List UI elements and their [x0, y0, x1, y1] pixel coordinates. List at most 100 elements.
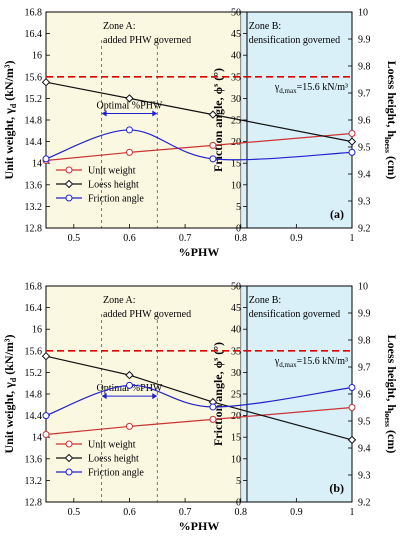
left-tick-label: 14	[32, 159, 42, 170]
left-tick-label: 14.8	[25, 390, 43, 401]
series-unit-weight	[42, 404, 356, 438]
left-tick-label: 14	[32, 433, 42, 444]
mid-tick-label: 0	[236, 224, 241, 235]
legend-item: Friction angle	[56, 468, 144, 479]
zone-b-region	[240, 12, 352, 228]
legend-item: Loess height	[56, 454, 139, 465]
mid-tick-label: 50	[231, 8, 241, 19]
right-tick-label: 9.6	[358, 116, 371, 127]
right-tick-label: 9.9	[358, 309, 371, 320]
legend-marker	[65, 440, 73, 448]
legend-item: Unit weight	[56, 166, 136, 177]
left-tick-label: 13.6	[25, 180, 43, 191]
right-tick-label: 9.2	[358, 224, 371, 235]
x-tick-label: 0.5	[68, 507, 81, 518]
left-tick-label: 15.2	[25, 94, 43, 105]
left-tick-label: 16.4	[25, 303, 43, 314]
left-tick-label: 16.8	[25, 282, 43, 293]
series-line	[45, 406, 353, 436]
legend-item: Unit weight	[56, 440, 136, 451]
data-point	[125, 422, 133, 430]
left-tick-label: 14.8	[25, 116, 43, 127]
series-friction-angle	[42, 381, 356, 420]
data-point	[125, 148, 133, 156]
mid-tick-label: 20	[231, 411, 241, 422]
zone-a-description: added PHW governed	[103, 309, 191, 320]
right-tick-label: 10	[358, 282, 368, 293]
data-point	[208, 110, 218, 119]
mid-tick-label: 25	[231, 116, 241, 127]
legend-marker	[65, 166, 73, 174]
series-friction-angle	[42, 126, 356, 163]
x-tick-label: 1	[350, 507, 355, 518]
right-tick-label: 9.5	[358, 417, 371, 428]
right-tick-label: 9.4	[358, 170, 371, 181]
left-tick-label: 15.6	[25, 346, 43, 357]
left-tick-label: 12.8	[25, 498, 43, 509]
mid-tick-label: 0	[236, 498, 241, 509]
left-tick-label: 13.6	[25, 454, 43, 465]
data-point	[209, 403, 217, 411]
right-tick-label: 9.3	[358, 471, 371, 482]
left-tick-label: 16.8	[25, 8, 43, 19]
data-point	[348, 130, 356, 137]
legend-marker	[65, 194, 73, 202]
right-tick-label: 9.2	[358, 498, 371, 509]
data-point	[209, 141, 217, 149]
data-point	[209, 415, 217, 423]
zone-b-description: densification governed	[249, 309, 340, 320]
x-tick-label: 0.9	[290, 507, 303, 518]
left-tick-label: 13.2	[25, 476, 43, 487]
right-tick-label: 9.3	[358, 197, 371, 208]
left-tick-label: 12.8	[25, 224, 43, 235]
y-mid-axis-title: Friction angle, ϕs (°)	[211, 342, 225, 446]
series-loess-height	[41, 77, 357, 146]
data-point	[41, 351, 51, 361]
x-tick-label: 0.6	[123, 507, 136, 518]
zone-b-description: densification governed	[249, 35, 340, 46]
optimal-arrow-head-left	[101, 393, 107, 400]
left-tick-label: 16.4	[25, 29, 43, 40]
data-point	[42, 431, 50, 438]
zone-a-region	[46, 286, 241, 502]
data-point	[42, 155, 50, 163]
legend-label: Unit weight	[88, 166, 136, 177]
x-tick-label: 0.7	[179, 233, 192, 244]
y-right-axis-title: Loess height, hloess (cm)	[383, 61, 399, 180]
y-left-axis-title: Unit weight, γd (kN/m³)	[2, 61, 18, 180]
panel-label: (a)	[330, 207, 344, 221]
x-tick-label: 0.6	[123, 233, 136, 244]
optimal-arrow-head-right	[152, 110, 158, 117]
mid-tick-label: 35	[231, 72, 241, 83]
mid-tick-label: 5	[236, 476, 241, 487]
mid-tick-label: 45	[231, 29, 241, 40]
legend-label: Friction angle	[88, 194, 144, 205]
left-tick-label: 15.2	[25, 368, 43, 379]
chart-panel-a: 12.8 13.2 13.6 14 14.4 14.8 15.2 15.6 16 16.4 16.8…	[2, 8, 399, 260]
x-tick-label: 1	[350, 233, 355, 244]
chart-panel-b: 12.8 13.2 13.6 14 14.4 14.8 15.2 15.6 16 16.4 16.8…	[2, 282, 399, 534]
right-tick-label: 9.6	[358, 390, 371, 401]
right-tick-label: 9.8	[358, 336, 371, 347]
zone-a-label: Zone A:	[103, 21, 136, 32]
data-point	[347, 137, 357, 146]
optimal-arrow-head-right	[152, 393, 158, 400]
x-tick-label: 0.8	[234, 233, 247, 244]
legend-marker	[64, 453, 74, 463]
data-point	[348, 384, 356, 392]
data-point	[348, 404, 356, 411]
data-point	[125, 126, 133, 134]
left-tick-label: 16	[32, 51, 42, 62]
mid-tick-label: 15	[231, 159, 241, 170]
y-mid-axis-title: Friction angle, ϕs (°)	[211, 68, 225, 172]
zone-a-description: added PHW governed	[103, 35, 191, 46]
legend-item: Friction angle	[56, 194, 144, 205]
mid-tick-label: 15	[231, 433, 241, 444]
series-line	[45, 384, 353, 417]
data-point	[125, 94, 134, 103]
right-tick-label: 9.9	[358, 35, 371, 46]
series-line	[45, 129, 353, 161]
right-tick-label: 9.8	[358, 62, 371, 73]
series-line	[45, 132, 353, 162]
data-point	[209, 155, 217, 163]
